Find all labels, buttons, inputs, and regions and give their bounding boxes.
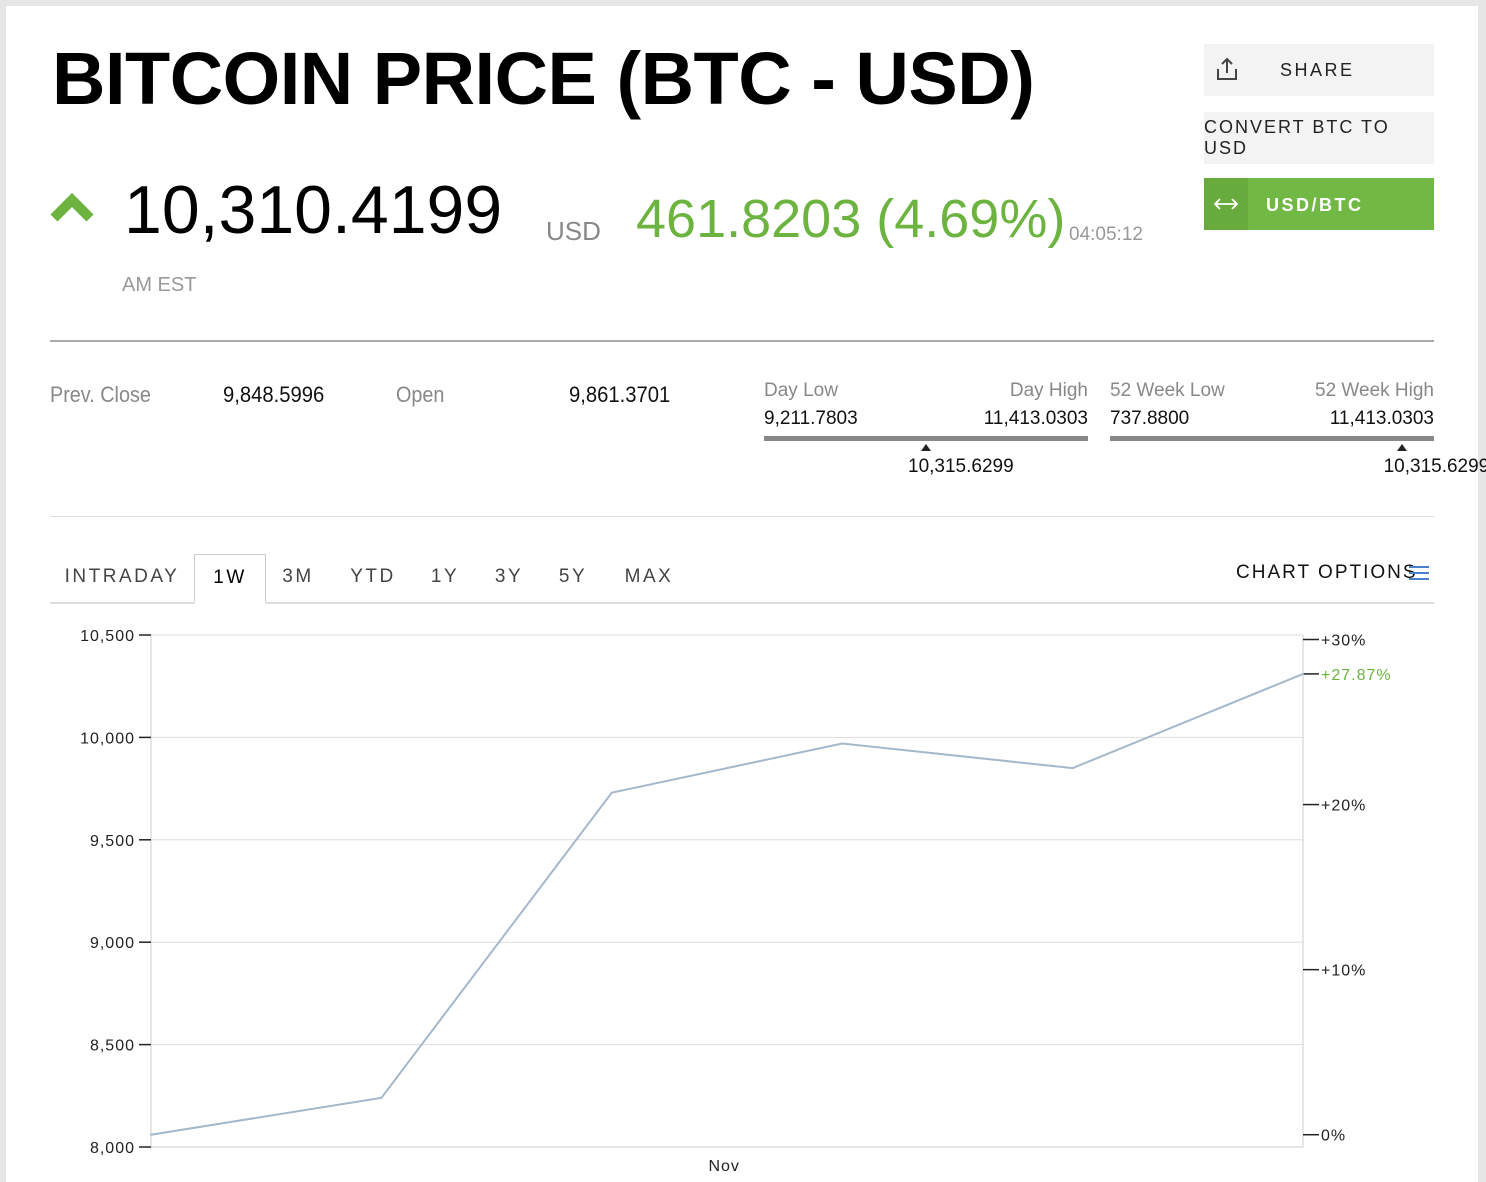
day-low-value: 9,211.7803 (764, 408, 858, 429)
day-range-marker (921, 444, 931, 451)
swap-icon-box (1204, 178, 1248, 230)
data-point (380, 1096, 383, 1099)
y-tick-label: 8,500 (90, 1038, 135, 1055)
week52-low-value: 737.8800 (1110, 408, 1190, 429)
open-value: 9,861.3701 (569, 382, 671, 407)
y-tick-label: 9,500 (90, 833, 135, 850)
prev-close-value: 9,848.5996 (223, 382, 325, 407)
day-range-bar (764, 436, 1088, 441)
tab-1y[interactable]: 1Y (430, 566, 460, 587)
y-tick-label: 8,000 (90, 1140, 135, 1157)
share-icon (1217, 57, 1237, 80)
right-tick-label: +30% (1321, 633, 1366, 650)
price-unit: USD (546, 216, 601, 246)
chart-range-tabs: INTRADAY 1W 3M YTD 1Y 3Y 5Y MAX (50, 554, 1434, 604)
current-price: 10,310.4199 (124, 172, 503, 248)
usd-btc-toggle-button[interactable]: USD/BTC (1204, 178, 1434, 230)
usd-btc-label: USD/BTC (1266, 195, 1364, 215)
data-point (1071, 767, 1074, 770)
menu-icon[interactable] (1408, 564, 1430, 582)
y-tick-label: 10,500 (80, 628, 135, 645)
share-button[interactable]: SHARE (1204, 44, 1434, 96)
current-change-label: +27.87% (1321, 667, 1392, 684)
price-chart: 8,000 8,500 9,000 9,500 10,000 10,500 0% +10% +2… (80, 628, 1392, 1175)
data-point (841, 742, 844, 745)
data-point (610, 791, 613, 794)
day-high-value: 11,413.0303 (983, 408, 1088, 429)
page: BITCOIN PRICE (BTC - USD) 10,310.4199 US… (6, 6, 1486, 1182)
data-point (150, 1133, 152, 1136)
page-title: BITCOIN PRICE (BTC - USD) (52, 37, 1035, 120)
share-label: SHARE (1280, 60, 1355, 80)
quote-timezone: AM EST (122, 274, 197, 296)
y-tick-label: 9,000 (90, 935, 135, 952)
right-tick-label: 0% (1321, 1128, 1346, 1145)
tab-intraday[interactable]: INTRADAY (64, 566, 180, 587)
day-range-current: 10,315.6299 (908, 456, 1014, 477)
tab-ytd[interactable]: YTD (350, 566, 396, 587)
x-tick-label: Nov (708, 1158, 739, 1175)
tab-max[interactable]: MAX (624, 566, 674, 587)
week52-range-marker (1396, 444, 1407, 451)
divider (50, 340, 1434, 342)
open-label: Open (396, 382, 445, 407)
right-tick-label: +20% (1321, 798, 1366, 815)
week52-high-label: 52 Week High (1315, 380, 1434, 401)
y-tick-label: 10,000 (80, 730, 135, 747)
week52-range-current: 10,315.6299 (1383, 456, 1486, 477)
data-point (1302, 672, 1304, 675)
right-tick-label: +10% (1321, 963, 1366, 980)
week52-high-value: 11,413.0303 (1329, 408, 1434, 429)
divider (50, 516, 1434, 517)
tab-1w[interactable]: 1W (194, 554, 266, 604)
quote-time: 04:05:12 (1069, 224, 1143, 245)
tab-5y[interactable]: 5Y (558, 566, 588, 587)
chevron-up-icon (50, 192, 94, 222)
price-change: 461.8203 (4.69%) (636, 189, 1066, 249)
chart-options-button[interactable]: CHART OPTIONS (1236, 562, 1418, 583)
price-line (150, 672, 1304, 1136)
convert-btc-usd-button[interactable]: CONVERT BTC TO USD (1204, 112, 1434, 164)
tab-3y[interactable]: 3Y (494, 566, 524, 587)
tab-3m[interactable]: 3M (282, 566, 314, 587)
swap-arrows-icon (1213, 198, 1239, 210)
week52-low-label: 52 Week Low (1110, 380, 1225, 401)
prev-close-label: Prev. Close (50, 382, 151, 407)
day-low-label: Day Low (764, 380, 838, 401)
week52-range-bar (1110, 436, 1434, 441)
day-high-label: Day High (1009, 380, 1088, 401)
